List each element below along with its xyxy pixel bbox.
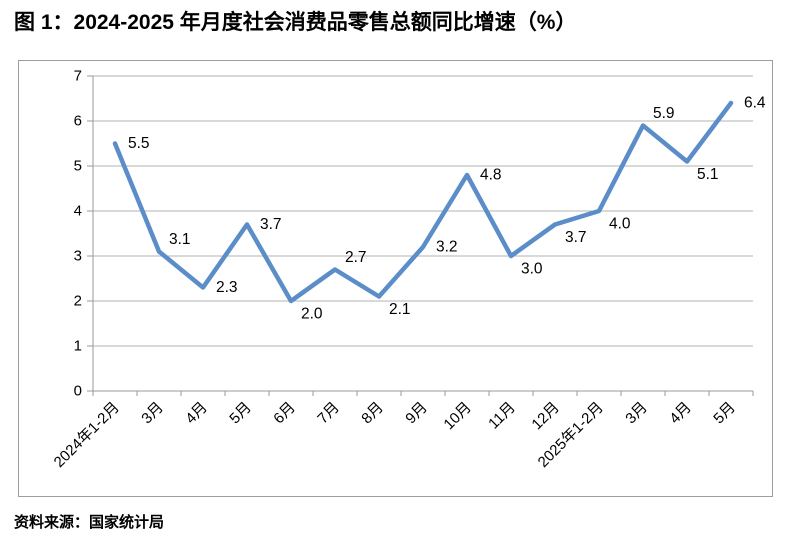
x-tick-label: 8月: [358, 399, 387, 428]
y-tick-label: 5: [74, 158, 82, 175]
data-label: 3.7: [565, 229, 587, 246]
x-tick-label: 3月: [622, 399, 651, 428]
x-tick-label: 11月: [485, 399, 519, 433]
data-label: 3.0: [521, 261, 543, 278]
figure-title: 图 1：2024-2025 年月度社会消费品零售总额同比增速（%）: [14, 11, 577, 34]
data-label: 4.8: [480, 167, 502, 184]
x-tick-label: 3月: [138, 399, 167, 428]
x-tick-label: 10月: [440, 399, 474, 433]
x-tick-label: 4月: [182, 399, 211, 428]
x-tick-label: 5月: [226, 399, 255, 428]
x-tick-label: 9月: [402, 399, 431, 428]
y-tick-label: 3: [74, 248, 82, 265]
data-label: 5.9: [653, 105, 675, 122]
data-label: 4.0: [609, 216, 631, 233]
y-tick-label: 2: [74, 293, 82, 310]
data-label: 5.5: [128, 135, 150, 152]
data-label: 2.0: [301, 306, 323, 323]
x-tick-label: 7月: [314, 399, 343, 428]
y-tick-label: 0: [74, 383, 82, 400]
data-label: 2.3: [216, 279, 238, 296]
data-label: 3.1: [169, 231, 191, 248]
y-tick-label: 4: [74, 203, 82, 220]
data-label: 3.2: [436, 239, 458, 256]
x-tick-label: 12月: [528, 399, 562, 433]
data-label: 2.7: [345, 249, 367, 266]
data-label: 6.4: [744, 95, 766, 112]
x-tick-label: 5月: [710, 399, 739, 428]
y-tick-label: 1: [74, 338, 82, 355]
data-series-line: [112, 100, 734, 304]
data-label: 2.1: [389, 301, 411, 318]
x-tick-label: 4月: [666, 399, 695, 428]
chart-frame: 0 1 2 3 4 5 6 7 2024年1-2月 3月 4月 5月 6月 7月 8月 9月 10月 11月 12月…: [18, 60, 773, 497]
data-label: 3.7: [260, 216, 282, 233]
line-chart: 0 1 2 3 4 5 6 7 2024年1-2月 3月 4月 5月 6月 7月 8月 9月 10月 11月 12月…: [51, 68, 766, 471]
x-tick-label: 6月: [270, 399, 299, 428]
x-tick-label: 2024年1-2月: [51, 399, 123, 471]
data-label: 5.1: [697, 166, 719, 183]
y-tick-label: 6: [74, 113, 82, 130]
source-note: 资料来源：国家统计局: [14, 514, 165, 531]
y-tick-label: 7: [74, 68, 82, 85]
